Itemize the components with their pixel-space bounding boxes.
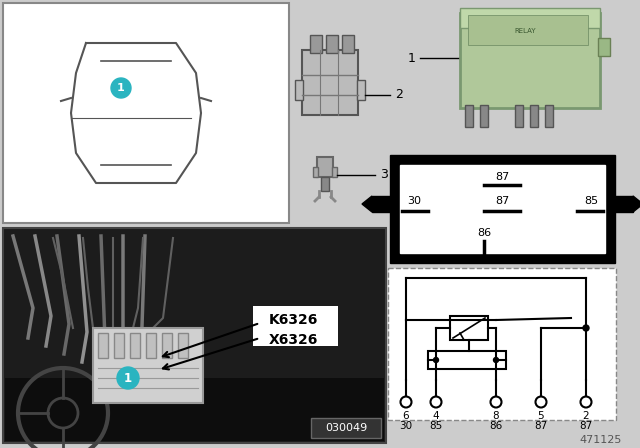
Bar — [295, 80, 303, 100]
Bar — [311, 418, 381, 438]
Text: 3: 3 — [380, 168, 388, 181]
Bar — [178, 333, 188, 358]
Bar — [450, 316, 488, 340]
Bar — [321, 177, 329, 191]
Bar — [5, 378, 384, 441]
Text: 2: 2 — [395, 89, 403, 102]
Text: 471125: 471125 — [580, 435, 622, 445]
Bar — [93, 328, 203, 403]
Text: 30: 30 — [407, 196, 421, 206]
Bar — [98, 333, 108, 358]
Circle shape — [401, 396, 412, 408]
Polygon shape — [362, 196, 372, 212]
Text: 30: 30 — [399, 421, 413, 431]
Polygon shape — [633, 196, 640, 212]
Bar — [253, 306, 338, 346]
Circle shape — [493, 358, 499, 362]
Text: 4: 4 — [433, 411, 439, 421]
Bar — [530, 105, 538, 127]
Circle shape — [111, 78, 131, 98]
Bar — [310, 35, 322, 53]
Text: K6326: K6326 — [268, 313, 317, 327]
Text: 2: 2 — [582, 411, 589, 421]
Bar — [460, 8, 600, 28]
Text: 87: 87 — [579, 421, 593, 431]
Bar — [342, 35, 354, 53]
Circle shape — [431, 396, 442, 408]
Bar — [460, 13, 600, 108]
Bar — [515, 105, 523, 127]
Bar — [3, 228, 386, 443]
Text: 86: 86 — [477, 228, 491, 238]
Bar — [130, 333, 140, 358]
Text: X6326: X6326 — [268, 333, 317, 347]
Text: 1: 1 — [117, 83, 125, 93]
Bar — [317, 157, 333, 177]
Bar — [313, 167, 318, 177]
Text: RELAY: RELAY — [514, 28, 536, 34]
Text: 85: 85 — [429, 421, 443, 431]
Bar — [332, 167, 337, 177]
Text: 87: 87 — [534, 421, 548, 431]
Bar — [465, 105, 473, 127]
Circle shape — [580, 396, 591, 408]
Text: 6: 6 — [403, 411, 410, 421]
Text: 1: 1 — [124, 371, 132, 384]
Text: 5: 5 — [538, 411, 544, 421]
Bar — [390, 155, 615, 263]
Bar — [480, 105, 488, 127]
Circle shape — [490, 396, 502, 408]
Text: 1: 1 — [408, 52, 416, 65]
Bar — [146, 333, 156, 358]
Bar — [613, 196, 633, 212]
Circle shape — [117, 367, 139, 389]
Bar — [114, 333, 124, 358]
Bar — [326, 35, 338, 53]
Circle shape — [536, 396, 547, 408]
Bar — [468, 15, 588, 45]
Text: 87: 87 — [495, 172, 509, 182]
Bar — [598, 38, 610, 56]
Bar — [357, 80, 365, 100]
Bar — [3, 3, 289, 223]
Text: 8: 8 — [493, 411, 499, 421]
Text: 86: 86 — [490, 421, 502, 431]
Text: 87: 87 — [495, 196, 509, 206]
Bar — [302, 50, 358, 115]
Bar — [400, 165, 605, 253]
Bar — [545, 105, 553, 127]
Bar — [162, 333, 172, 358]
Bar — [388, 268, 616, 420]
Text: 85: 85 — [584, 196, 598, 206]
Bar — [428, 351, 506, 369]
Text: 030049: 030049 — [325, 423, 367, 433]
Circle shape — [433, 358, 438, 362]
Circle shape — [583, 325, 589, 331]
Bar — [372, 196, 392, 212]
